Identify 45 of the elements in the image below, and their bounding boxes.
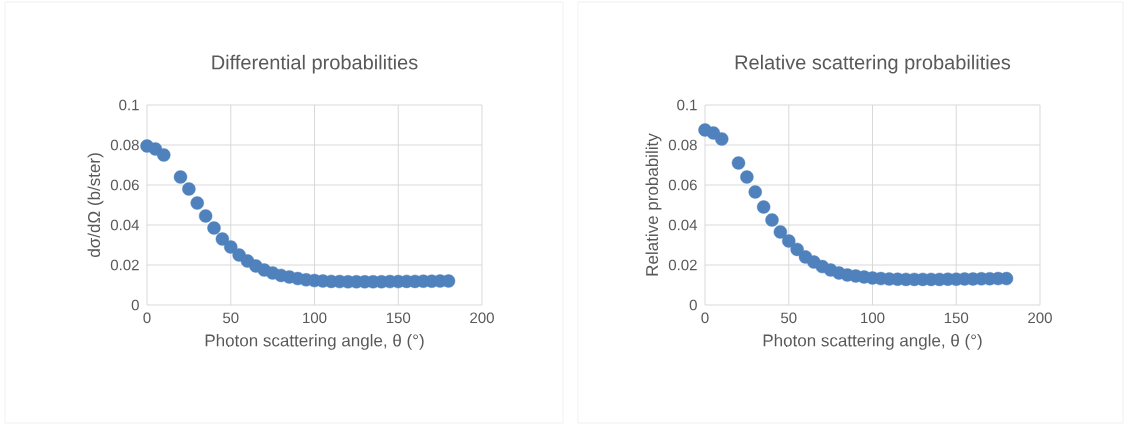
point bbox=[207, 221, 221, 235]
y-tick-label: 0 bbox=[131, 299, 139, 311]
y-tick-label: 0.1 bbox=[119, 99, 139, 111]
point bbox=[715, 132, 729, 146]
y-tick-label: 0.04 bbox=[110, 219, 140, 231]
point bbox=[748, 185, 762, 199]
x-tick-label: 0 bbox=[701, 312, 709, 324]
y-tick-label: 0.06 bbox=[110, 179, 139, 191]
point bbox=[773, 225, 788, 239]
y-axis-title: dσ/dΩ (b/ster) bbox=[87, 153, 104, 257]
x-tick-label: 100 bbox=[861, 312, 885, 324]
point bbox=[731, 156, 746, 170]
y-tick-label: 0.02 bbox=[668, 259, 697, 271]
x-tick-label: 50 bbox=[223, 312, 239, 324]
x-tick-label: 150 bbox=[386, 312, 411, 324]
x-tick-label: 0 bbox=[143, 312, 151, 324]
point bbox=[173, 170, 188, 184]
y-axis-title: Relative probability bbox=[645, 133, 662, 276]
x-axis-title: Photon scattering angle, θ (°) bbox=[205, 334, 424, 350]
point bbox=[215, 232, 230, 246]
y-tick-label: 0.02 bbox=[110, 259, 139, 271]
point bbox=[190, 196, 204, 210]
point bbox=[224, 240, 238, 254]
x-tick-label: 50 bbox=[781, 312, 797, 324]
y-tick-label: 0.08 bbox=[668, 139, 697, 151]
point bbox=[765, 213, 779, 227]
y-tick-label: 0.08 bbox=[110, 139, 139, 151]
point bbox=[790, 242, 804, 257]
y-tick-label: 0 bbox=[689, 299, 697, 311]
y-tick-label: 0.04 bbox=[668, 219, 698, 231]
point bbox=[740, 170, 754, 184]
point bbox=[157, 148, 171, 162]
x-tick-label: 200 bbox=[1028, 312, 1052, 324]
point bbox=[198, 209, 213, 223]
x-axis-title: Photon scattering angle, θ (°) bbox=[763, 334, 982, 350]
chart-title: Differential probabilities bbox=[212, 54, 418, 74]
point bbox=[782, 234, 796, 248]
y-tick-label: 0.06 bbox=[668, 179, 697, 191]
point bbox=[756, 200, 771, 214]
y-tick-label: 0.1 bbox=[677, 99, 697, 111]
x-tick-label: 200 bbox=[470, 312, 494, 324]
x-tick-label: 100 bbox=[303, 312, 327, 324]
chart-title: Relative scattering probabilities bbox=[735, 54, 1011, 74]
point bbox=[182, 182, 196, 196]
x-tick-label: 150 bbox=[944, 312, 969, 324]
